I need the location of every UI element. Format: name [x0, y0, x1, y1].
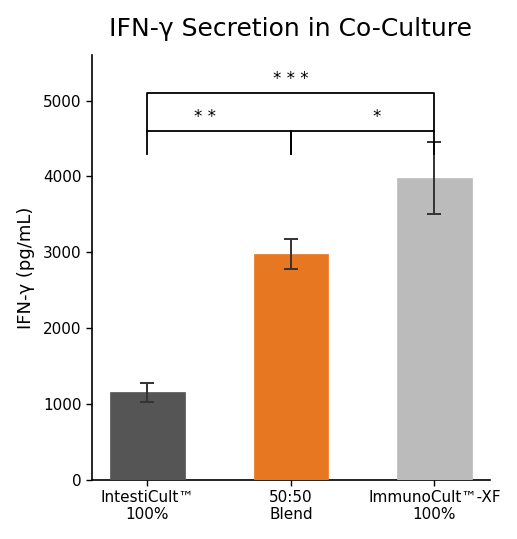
Bar: [110, 392, 185, 480]
Text: *: *: [373, 108, 381, 126]
Y-axis label: IFN-γ (pg/mL): IFN-γ (pg/mL): [17, 206, 35, 328]
Title: IFN-γ Secretion in Co-Culture: IFN-γ Secretion in Co-Culture: [110, 17, 473, 40]
Bar: [254, 254, 328, 480]
Text: * * *: * * *: [273, 71, 309, 88]
Text: * *: * *: [194, 108, 216, 126]
Bar: [397, 178, 472, 480]
